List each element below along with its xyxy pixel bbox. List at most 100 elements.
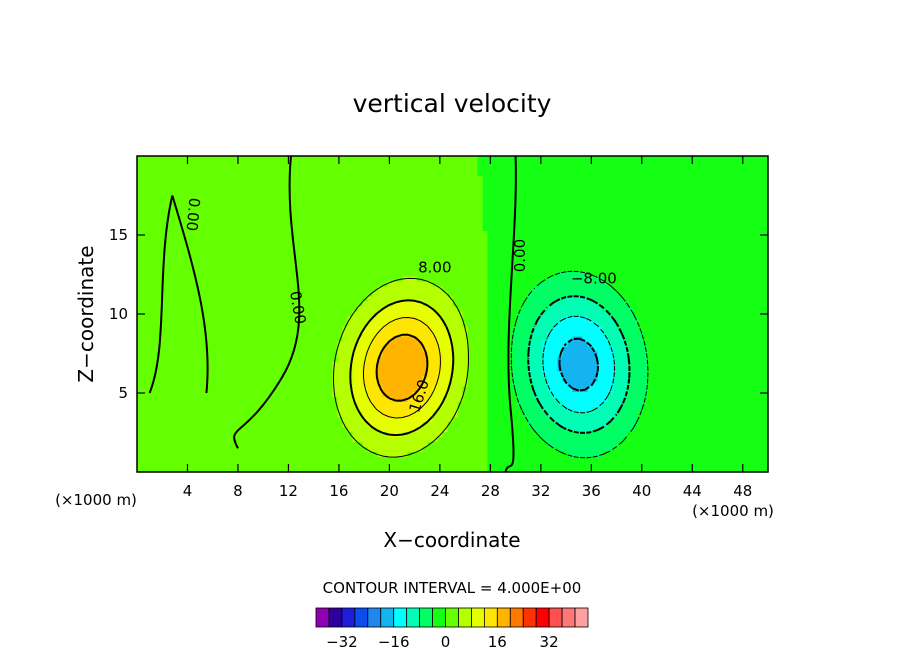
contour-cell	[257, 351, 263, 358]
contour-cell	[177, 336, 183, 343]
contour-cell	[182, 251, 188, 257]
contour-cell	[432, 236, 439, 242]
contour-cell	[552, 241, 559, 247]
contour-cell	[277, 156, 283, 162]
contour-cell	[457, 236, 464, 242]
contour-cell	[407, 346, 414, 353]
contour-cell	[657, 231, 664, 237]
contour-cell	[517, 276, 524, 282]
contour-cell	[232, 161, 238, 167]
contour-cell	[392, 326, 399, 333]
contour-cell	[252, 341, 258, 348]
contour-cell	[612, 196, 619, 202]
contour-cell	[567, 271, 574, 277]
contour-cell	[622, 256, 629, 262]
contour-cell	[732, 191, 739, 197]
contour-cell	[727, 251, 734, 257]
contour-cell	[257, 216, 263, 222]
contour-cell	[232, 166, 238, 172]
contour-cell	[492, 281, 499, 288]
contour-cell	[497, 211, 504, 217]
contour-cell	[507, 156, 514, 162]
contour-cell	[177, 171, 183, 177]
contour-cell	[447, 161, 454, 167]
contour-cell	[227, 186, 233, 192]
contour-cell	[632, 341, 639, 348]
contour-cell	[382, 196, 388, 202]
contour-cell	[172, 221, 178, 227]
contour-cell	[182, 241, 188, 247]
contour-cell	[307, 216, 313, 222]
contour-cell	[607, 201, 614, 207]
contour-cell	[417, 326, 424, 333]
contour-cell	[372, 201, 378, 207]
contour-cell	[677, 261, 684, 267]
contour-cell	[482, 246, 489, 252]
contour-cell	[187, 166, 193, 172]
contour-cell	[672, 326, 679, 333]
contour-cell	[287, 351, 293, 358]
contour-cell	[697, 196, 704, 202]
contour-cell	[667, 281, 674, 288]
contour-cell	[737, 261, 744, 267]
contour-cell	[177, 316, 183, 323]
contour-cell	[182, 281, 188, 288]
contour-cell	[237, 266, 243, 272]
contour-cell	[207, 186, 213, 192]
contour-cell	[597, 191, 604, 197]
contour-cell	[407, 286, 414, 293]
contour-cell	[747, 256, 754, 262]
contour-cell	[572, 286, 579, 293]
contour-cell	[602, 216, 609, 222]
contour-cell	[462, 256, 469, 262]
contour-cell	[372, 281, 378, 288]
contour-cell	[632, 331, 639, 338]
contour-cell	[607, 291, 614, 298]
contour-cell	[347, 226, 353, 232]
contour-cell	[397, 286, 404, 293]
contour-cell	[557, 296, 564, 303]
contour-cell	[652, 161, 659, 167]
contour-cell	[557, 306, 564, 313]
contour-cell	[717, 331, 724, 338]
contour-cell	[387, 286, 394, 293]
contour-cell	[497, 191, 504, 197]
contour-cell	[457, 161, 464, 167]
contour-cell	[417, 216, 424, 222]
contour-cell	[467, 161, 474, 167]
contour-cell	[662, 191, 669, 197]
contour-cell	[447, 216, 454, 222]
contour-cell	[677, 321, 684, 328]
contour-cell	[277, 346, 283, 353]
contour-cell	[432, 191, 439, 197]
contour-cell	[352, 261, 358, 267]
contour-cell	[217, 196, 223, 202]
contour-cell	[172, 231, 178, 237]
contour-cell	[642, 171, 649, 177]
contour-cell	[222, 291, 228, 298]
contour-cell	[257, 346, 263, 353]
contour-cell	[202, 161, 208, 167]
contour-cell	[212, 341, 218, 348]
contour-cell	[417, 156, 424, 162]
contour-cell	[622, 281, 629, 288]
contour-cell	[197, 261, 203, 267]
contour-cell	[187, 201, 193, 207]
contour-cell	[492, 156, 499, 162]
contour-cell	[497, 321, 504, 328]
contour-cell	[237, 336, 243, 343]
contour-cell	[167, 286, 173, 293]
contour-cell	[347, 206, 353, 212]
contour-cell	[667, 166, 674, 172]
contour-cell	[392, 256, 399, 262]
contour-cell	[247, 266, 253, 272]
contour-cell	[682, 306, 689, 313]
contour-cell	[597, 241, 604, 247]
contour-cell	[382, 211, 388, 217]
contour-cell	[452, 281, 459, 288]
contour-cell	[662, 176, 669, 182]
contour-cell	[592, 336, 599, 343]
contour-cell	[477, 201, 484, 207]
contour-cell	[587, 186, 594, 192]
contour-cell	[327, 266, 333, 272]
